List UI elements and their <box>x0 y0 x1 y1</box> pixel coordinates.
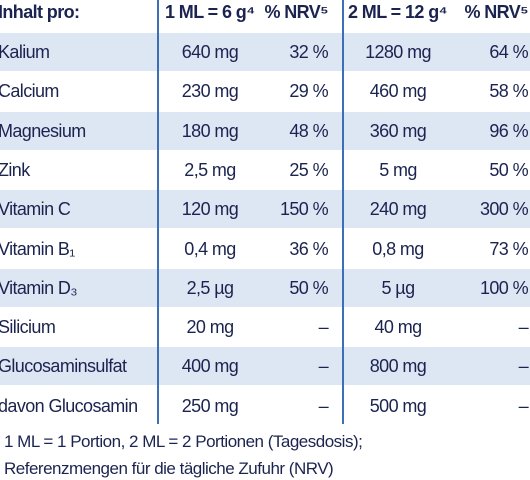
table-cell: 29 % <box>289 81 328 102</box>
table-cell: 180 mg <box>181 120 239 141</box>
row-background <box>0 268 530 307</box>
table-cell: 50 % <box>289 277 328 298</box>
table-cell: 300 % <box>479 199 529 220</box>
column-divider <box>342 0 344 424</box>
table-cell: – <box>518 317 529 338</box>
column-divider <box>157 0 159 424</box>
row-background <box>0 33 530 71</box>
table-cell: 25 % <box>289 159 328 180</box>
table-cell: – <box>318 317 329 338</box>
table-cell: 20 mg <box>186 317 234 338</box>
table-cell: 250 mg <box>181 395 239 416</box>
table-cell: 120 mg <box>181 199 239 220</box>
table-cell: 96 % <box>489 120 528 141</box>
header-cell: 1 ML = 6 g⁴ <box>165 2 255 22</box>
nutrient-name: Vitamin C <box>0 199 71 220</box>
nutrient-name: Kalium <box>0 42 50 62</box>
table-cell: 0,8 mg <box>372 238 424 259</box>
nutrient-name: Magnesium <box>0 120 86 141</box>
table-cell: 360 mg <box>369 120 427 141</box>
table-cell: – <box>318 356 329 377</box>
table-cell: 800 mg <box>369 356 427 377</box>
table-cell: 32 % <box>289 42 328 62</box>
nutrient-name: davon Glucosamin <box>0 395 138 416</box>
nutrient-name: Glucosaminsulfat <box>0 356 127 377</box>
table-cell: 640 mg <box>181 42 239 62</box>
table-cell: 2,5 mg <box>184 159 236 180</box>
table-cell: 36 % <box>289 238 328 259</box>
nutrient-name: Vitamin B₁ <box>0 238 75 259</box>
header-cell: 2 ML = 12 g⁴ <box>348 2 448 22</box>
header-cell: % NRV⁵ <box>464 2 528 22</box>
table-cell: 5 µg <box>381 277 416 298</box>
footnote: 1 ML = 1 Portion, 2 ML = 2 Portionen (Ta… <box>4 432 363 451</box>
table-cell: 150 % <box>279 199 329 220</box>
table-cell: 240 mg <box>369 199 427 220</box>
header-cell: Inhalt pro: <box>0 2 80 22</box>
row-background <box>0 190 530 229</box>
table-cell: 500 mg <box>369 395 427 416</box>
table-cell: – <box>318 395 329 416</box>
table-cell: 64 % <box>489 42 528 62</box>
row-background <box>0 347 530 386</box>
table-cell: 460 mg <box>369 81 427 102</box>
table-cell: 48 % <box>289 120 328 141</box>
table-cell: – <box>518 356 529 377</box>
table-cell: 73 % <box>489 238 528 259</box>
header-cell: % NRV⁵ <box>264 2 328 22</box>
table-cell: 50 % <box>489 159 528 180</box>
nutrient-name: Zink <box>0 159 30 180</box>
nutrient-name: Calcium <box>0 81 59 102</box>
table-cell: – <box>518 395 529 416</box>
table-cell: 58 % <box>489 81 528 102</box>
table-cell: 2,5 µg <box>186 277 234 298</box>
table-cell: 40 mg <box>374 317 422 338</box>
table-cell: 230 mg <box>181 81 239 102</box>
table-cell: 0,4 mg <box>184 238 236 259</box>
row-background <box>0 111 530 150</box>
nutrient-name: Silicium <box>0 317 56 338</box>
table-cell: 1280 mg <box>365 42 431 62</box>
table-cell: 400 mg <box>181 356 239 377</box>
footnote: Referenzmengen für die tägliche Zufuhr (… <box>4 459 334 478</box>
nutrient-name: Vitamin D₃ <box>0 277 78 298</box>
table-cell: 5 mg <box>379 159 417 180</box>
table-cell: 100 % <box>479 277 529 298</box>
